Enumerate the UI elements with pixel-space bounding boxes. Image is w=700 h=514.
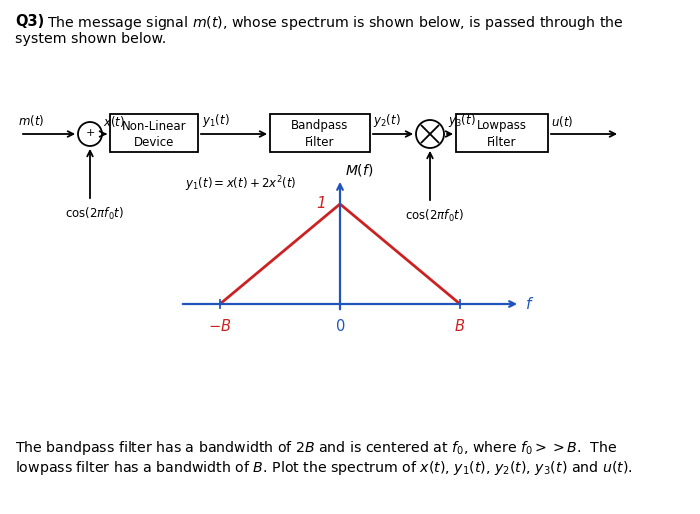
- Text: +: +: [85, 128, 94, 138]
- Text: The bandpass filter has a bandwidth of $2B$ and is centered at $f_0$, where $f_0: The bandpass filter has a bandwidth of $…: [15, 439, 617, 457]
- Text: lowpass filter has a bandwidth of $B$. Plot the spectrum of $x(t)$, $y_1(t)$, $y: lowpass filter has a bandwidth of $B$. P…: [15, 459, 633, 477]
- Text: $y_3(t)$: $y_3(t)$: [448, 112, 475, 129]
- Text: The message signal $m(t)$, whose spectrum is shown below, is passed through the: The message signal $m(t)$, whose spectru…: [47, 14, 624, 32]
- Text: Non-Linear: Non-Linear: [122, 119, 186, 133]
- Text: Filter: Filter: [487, 136, 517, 149]
- Text: $\cos(2\pi f_0 t)$: $\cos(2\pi f_0 t)$: [405, 208, 464, 224]
- Text: 1: 1: [316, 196, 326, 211]
- Text: system shown below.: system shown below.: [15, 32, 167, 46]
- Text: $0$: $0$: [335, 318, 345, 334]
- Text: $m(t)$: $m(t)$: [18, 113, 44, 128]
- Text: $f$: $f$: [525, 296, 534, 312]
- Text: Lowpass: Lowpass: [477, 119, 527, 133]
- Text: $x(t)$: $x(t)$: [103, 114, 125, 129]
- Text: $y_1(t) = x(t) + 2x^2(t)$: $y_1(t) = x(t) + 2x^2(t)$: [185, 174, 297, 194]
- Text: $y_1(t)$: $y_1(t)$: [202, 112, 230, 129]
- FancyBboxPatch shape: [270, 114, 370, 152]
- Text: $y_2(t)$: $y_2(t)$: [373, 112, 400, 129]
- Text: $B$: $B$: [454, 318, 466, 334]
- Text: Device: Device: [134, 136, 174, 149]
- Text: $u(t)$: $u(t)$: [551, 114, 573, 129]
- FancyBboxPatch shape: [456, 114, 548, 152]
- Text: $\cos(2\pi f_0 t)$: $\cos(2\pi f_0 t)$: [65, 206, 124, 222]
- FancyBboxPatch shape: [110, 114, 198, 152]
- Text: Q3): Q3): [15, 14, 44, 29]
- Text: Filter: Filter: [305, 136, 335, 149]
- Text: Bandpass: Bandpass: [291, 119, 349, 133]
- Text: $-B$: $-B$: [209, 318, 232, 334]
- Text: $M(f)$: $M(f)$: [345, 162, 374, 178]
